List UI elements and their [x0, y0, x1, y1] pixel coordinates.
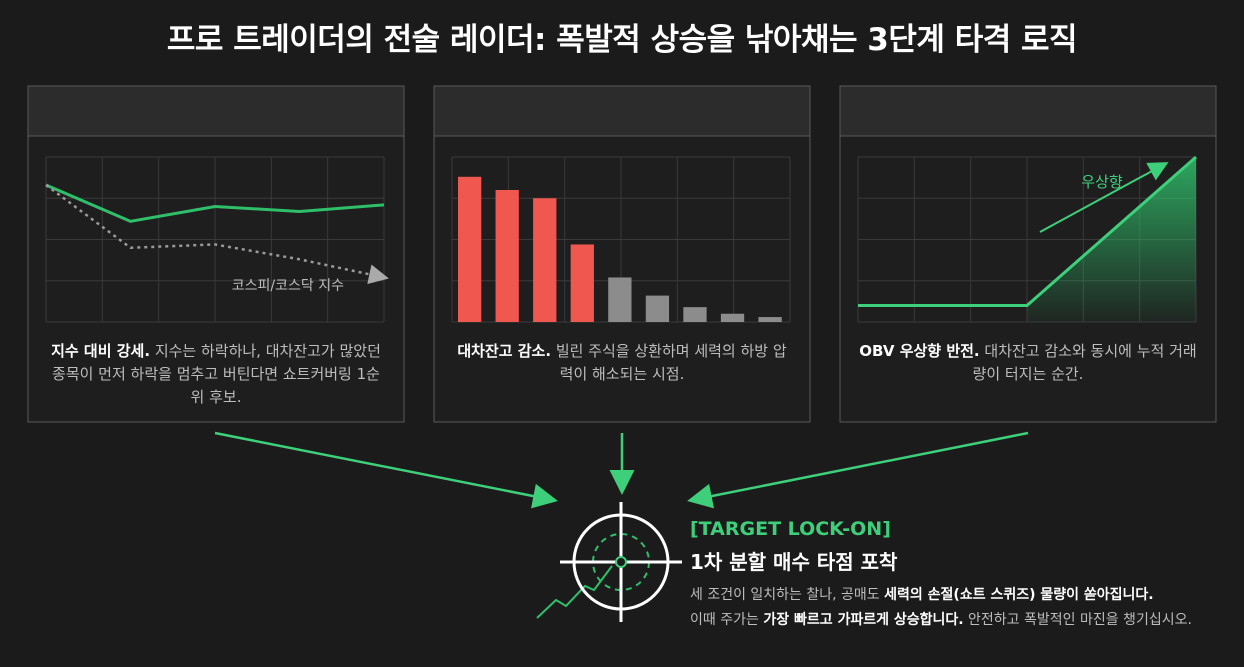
bold-text: 지수 대비 강세.	[51, 342, 151, 360]
panel-header	[27, 85, 405, 137]
bar	[570, 244, 594, 322]
result-headline: 1차 분할 매수 타점 포착	[690, 550, 898, 574]
bar	[458, 176, 482, 322]
line-series	[45, 184, 389, 285]
panel	[27, 85, 405, 423]
bar	[533, 198, 557, 322]
text: 세 조건이 일치하는 찰나, 공매도	[690, 587, 885, 603]
arrow	[214, 431, 558, 509]
trend-arrow	[1039, 162, 1169, 233]
target-dot	[615, 556, 627, 568]
bold-text: 가장 빠르고 가파르게 상승합니다.	[763, 612, 964, 628]
panel-desc: 지수 대비 강세. 지수는 하락하나, 대차잔고가 많았던 종목이 먼저 하락을…	[46, 340, 386, 409]
bar	[645, 295, 670, 322]
bar	[720, 313, 745, 322]
result-line: 이때 주가는 가장 빠르고 가파르게 상승합니다. 안전하고 폭발적인 마진을 …	[690, 609, 1192, 629]
result-tag: [TARGET LOCK-ON]	[690, 518, 891, 540]
obv-area	[1027, 157, 1196, 322]
chart-label: 코스피/코스닥 지수	[232, 278, 344, 294]
bold-text: 대차잔고 감소.	[457, 342, 552, 360]
panel-desc: OBV 우상향 반전. 대차잔고 감소와 동시에 누적 거래량이 터지는 순간.	[858, 340, 1198, 386]
panel-desc: 대차잔고 감소. 빌린 주식을 상환하며 세력의 하방 압력이 해소되는 시점.	[452, 340, 792, 386]
text: 안전하고 폭발적인 마진을 챙기십시오.	[963, 612, 1192, 628]
bar	[683, 307, 707, 322]
bar	[608, 277, 632, 322]
text: 대차잔고 감소와 동시에 누적 거래량이 터지는 순간.	[972, 342, 1197, 383]
obv-line	[858, 155, 1197, 307]
target-icon	[536, 502, 682, 622]
result-line: 세 조건이 일치하는 찰나, 공매도 세력의 손절(쇼트 스퀴즈) 물량이 쏟아…	[690, 584, 1154, 604]
text: 이때 주가는	[690, 612, 764, 628]
chart-label: 우상향	[1081, 173, 1123, 191]
text: 지수는 하락하나, 대차잔고가 많았던 종목이 먼저 하락을 멈추고 버틴다면 …	[52, 342, 381, 406]
page-title: 프로 트레이더의 전술 레이더: 폭발적 상승을 낚아채는 3단계 타격 로직	[166, 22, 1078, 58]
bar	[495, 190, 519, 322]
arrow	[687, 431, 1029, 509]
mini-trend	[536, 565, 613, 619]
panel-header	[433, 85, 811, 137]
bold-text: OBV 우상향 반전.	[859, 342, 980, 360]
text: 빌린 주식을 상환하며 세력의 하방 압력이 해소되는 시점.	[551, 342, 787, 383]
arrows	[214, 431, 1029, 509]
panel-header	[839, 85, 1217, 137]
line-series	[45, 183, 385, 223]
bold-text: 세력의 손절(쇼트 스퀴즈) 물량이 쏟아집니다.	[884, 587, 1154, 603]
bar	[758, 317, 782, 322]
